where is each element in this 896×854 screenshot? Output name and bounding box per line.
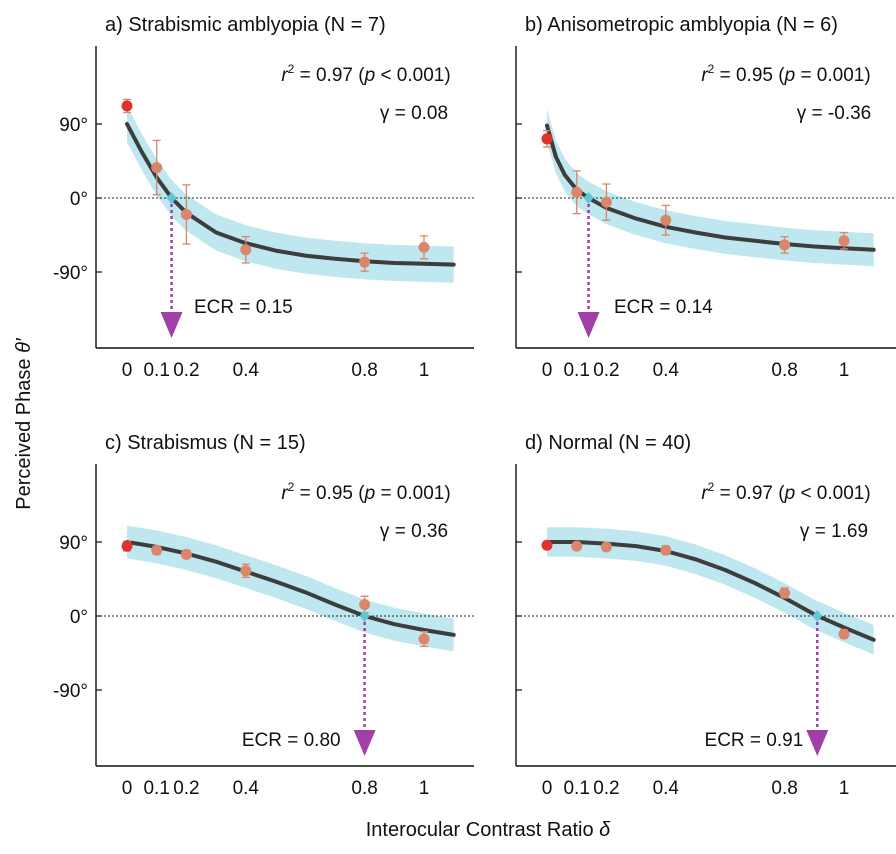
- gamma-label: γ = 1.69: [800, 521, 868, 542]
- data-point: [240, 565, 252, 577]
- x-tick-label: 0.1: [563, 360, 589, 381]
- ecr-arrowhead: [577, 312, 600, 338]
- x-tick-label: 1: [839, 778, 850, 799]
- ecr-arrowhead: [353, 730, 376, 756]
- ecr-arrowhead: [806, 730, 829, 756]
- y-axis-label: Perceived Phase θ′: [13, 337, 35, 510]
- x-tick-label: 0.2: [593, 360, 619, 381]
- data-point: [660, 214, 672, 226]
- confidence-band: [127, 105, 454, 283]
- x-tick-label: 0: [542, 778, 553, 799]
- data-point: [359, 598, 371, 610]
- x-tick-label: 1: [419, 360, 430, 381]
- data-point: [541, 133, 553, 145]
- stats-label: r2 = 0.97 (p < 0.001): [281, 62, 450, 86]
- x-tick-label: 0.1: [143, 778, 169, 799]
- confidence-band: [547, 527, 874, 655]
- data-point: [121, 540, 133, 552]
- panel-c: c) Strabismus (N = 15) 90° 0° -90° 0 0.1 0.2 0.…: [53, 432, 474, 799]
- panel-d: d) Normal (N = 40) 0 0.1 0.2 0.4 0.8 1 ECR = 0.…: [515, 432, 896, 799]
- x-tick-label: 1: [839, 360, 850, 381]
- panel-title: a) Strabismic amblyopia (N = 7): [105, 14, 386, 36]
- x-tick-label: 0.4: [653, 778, 680, 799]
- gamma-label: γ = -0.36: [797, 103, 871, 124]
- data-point: [779, 587, 791, 599]
- panel-a: a) Strabismic amblyopia (N = 7) 90° 0° -90°…: [53, 14, 474, 381]
- stats-label: r2 = 0.95 (p = 0.001): [281, 480, 450, 504]
- ecr-arrowhead: [160, 312, 183, 338]
- data-point: [571, 540, 583, 552]
- x-tick-label: 0: [122, 360, 133, 381]
- data-point: [151, 544, 163, 556]
- x-tick-label: 0.1: [143, 360, 169, 381]
- gamma-label: γ = 0.36: [380, 521, 448, 542]
- data-point: [418, 241, 430, 253]
- fit-curve: [125, 122, 456, 267]
- data-point: [571, 186, 583, 198]
- x-tick-label: 0.8: [351, 778, 377, 799]
- x-axis-label: Interocular Contrast Ratio δ: [366, 819, 611, 841]
- gamma-label: γ = 0.08: [380, 103, 448, 124]
- x-tick-label: 0.8: [771, 778, 797, 799]
- ecr-label: ECR = 0.80: [242, 730, 341, 751]
- data-point: [660, 544, 672, 556]
- x-tick-label: 0: [542, 360, 553, 381]
- x-tick-label: 0.2: [173, 778, 199, 799]
- ecr-marker: [166, 192, 177, 204]
- ecr-marker: [812, 610, 823, 622]
- y-tick-label: -90°: [53, 681, 88, 702]
- y-tick-label: 90°: [59, 115, 88, 136]
- y-tick-label: 0°: [70, 607, 88, 628]
- panel-b: b) Anisometropic amblyopia (N = 6)0 0.1 0.…: [515, 14, 896, 381]
- data-point: [600, 196, 612, 208]
- stats-label: r2 = 0.95 (p = 0.001): [701, 62, 870, 86]
- x-tick-label: 0.8: [351, 360, 377, 381]
- confidence-band: [547, 109, 874, 267]
- panel-title: c) Strabismus (N = 15): [105, 432, 306, 454]
- ecr-label: ECR = 0.91: [705, 730, 804, 751]
- x-tick-label: 0.8: [771, 360, 797, 381]
- data-point: [180, 548, 192, 560]
- data-point: [121, 100, 133, 112]
- data-point: [600, 541, 612, 553]
- y-tick-label: -90°: [53, 263, 88, 284]
- ecr-label: ECR = 0.14: [614, 297, 713, 318]
- x-tick-label: 0.4: [233, 360, 260, 381]
- ecr-marker: [359, 610, 370, 622]
- y-tick-label: 90°: [59, 533, 88, 554]
- ecr-marker: [583, 192, 594, 204]
- x-tick-label: 1: [419, 778, 430, 799]
- x-tick-label: 0.4: [233, 778, 260, 799]
- panel-title: d) Normal (N = 40): [525, 432, 691, 454]
- data-point: [418, 633, 430, 645]
- x-tick-label: 0.2: [593, 778, 619, 799]
- data-point: [151, 162, 163, 174]
- data-point: [779, 239, 791, 251]
- x-tick-label: 0.4: [653, 360, 680, 381]
- x-tick-label: 0.2: [173, 360, 199, 381]
- y-tick-label: 0°: [70, 189, 88, 210]
- data-point: [838, 235, 850, 247]
- stats-label: r2 = 0.97 (p < 0.001): [701, 480, 870, 504]
- data-point: [359, 256, 371, 268]
- data-point: [838, 628, 850, 640]
- x-tick-label: 0.1: [563, 778, 589, 799]
- panel-title: b) Anisometropic amblyopia (N = 6): [525, 14, 838, 36]
- data-point: [541, 539, 553, 551]
- ecr-label: ECR = 0.15: [194, 297, 293, 318]
- data-point: [240, 244, 252, 256]
- x-tick-label: 0: [122, 778, 133, 799]
- data-point: [180, 208, 192, 220]
